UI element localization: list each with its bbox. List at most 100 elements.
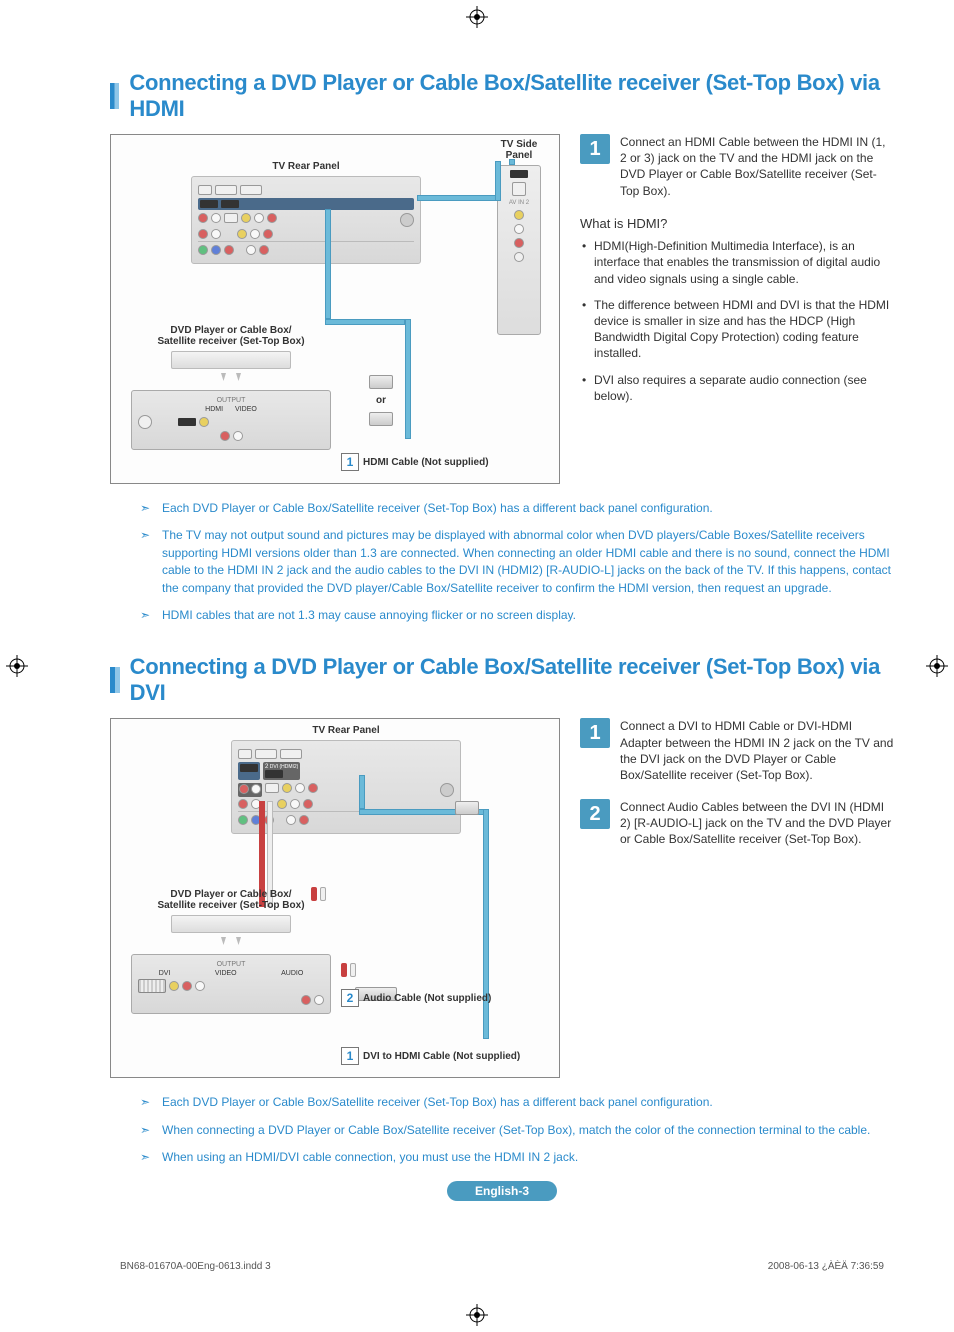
note-item: Each DVD Player or Cable Box/Satellite r… <box>140 500 894 517</box>
callout-text: Audio Cable (Not supplied) <box>363 993 491 1004</box>
port-icon <box>514 224 524 234</box>
section-heading: Connecting a DVD Player or Cable Box/Sat… <box>110 70 894 122</box>
port-icon <box>254 213 264 223</box>
callout-number: 2 <box>341 989 359 1007</box>
hdmi-connector-icon <box>455 801 479 815</box>
tv-rear-panel-label: TV Rear Panel <box>191 161 421 172</box>
down-arrows-icon <box>211 937 251 949</box>
port-icon <box>280 749 302 759</box>
port-icon <box>514 238 524 248</box>
down-arrows-icon <box>211 373 251 385</box>
port-icon <box>211 245 221 255</box>
port-icon <box>286 815 296 825</box>
port-icon <box>138 415 152 429</box>
diagram-callout: 1 HDMI Cable (Not supplied) <box>341 453 489 471</box>
note-item: Each DVD Player or Cable Box/Satellite r… <box>140 1094 894 1111</box>
step-block: 2 Connect Audio Cables between the DVI I… <box>580 799 894 848</box>
port-icon <box>238 749 252 759</box>
hdmi-port-icon <box>510 170 528 178</box>
port-icon <box>169 981 179 991</box>
section2-notes: Each DVD Player or Cable Box/Satellite r… <box>140 1094 894 1166</box>
step-text: Connect a DVI to HDMI Cable or DVI-HDMI … <box>620 718 894 783</box>
port-icon <box>233 431 243 441</box>
hdmi-connector-icon <box>369 412 393 426</box>
step-number-badge: 1 <box>580 134 610 164</box>
port-icon <box>211 229 221 239</box>
port-icon <box>238 815 248 825</box>
port-icon <box>198 213 208 223</box>
section1-layout: TV Side Panel AV IN 2 TV Rear Panel <box>110 134 894 484</box>
port-icon <box>277 799 287 809</box>
hdmi-cable-icon <box>325 319 405 325</box>
list-item: HDMI(High-Definition Multimedia Interfac… <box>594 238 894 287</box>
note-item: HDMI cables that are not 1.3 may cause a… <box>140 607 894 624</box>
device-label-line1: DVD Player or Cable Box/ <box>170 889 291 900</box>
hdmi-port-icon <box>178 418 196 426</box>
hdmi-port-icon <box>265 770 283 778</box>
port-icon <box>308 783 318 793</box>
footer-filename: BN68-01670A-00Eng-0613.indd 3 <box>120 1261 271 1272</box>
port-icon <box>290 799 300 809</box>
callout-text: HDMI Cable (Not supplied) <box>363 457 489 468</box>
port-icon <box>198 185 212 195</box>
section2-layout: TV Rear Panel 2 DVI (HDMI2) <box>110 718 894 1078</box>
port-icon <box>198 245 208 255</box>
port-icon <box>240 185 262 195</box>
callout-number: 1 <box>341 1047 359 1065</box>
port-icon <box>238 799 248 809</box>
tv-rear-panel <box>191 176 421 264</box>
port-icon <box>295 783 305 793</box>
port-icon <box>512 182 526 196</box>
port-icon <box>301 995 311 1005</box>
section-heading: Connecting a DVD Player or Cable Box/Sat… <box>110 654 894 706</box>
hdmi-cable-icon <box>495 161 501 201</box>
footer-timestamp: 2008-06-13 ¿ÀÈÄ 7:36:59 <box>768 1261 884 1272</box>
port-icon <box>211 213 221 223</box>
port-icon <box>250 229 260 239</box>
heading-bar-icon <box>110 667 120 693</box>
hdmi-connector-icon <box>369 375 393 389</box>
port-icon <box>220 431 230 441</box>
note-item: When connecting a DVD Player or Cable Bo… <box>140 1122 894 1139</box>
or-label: or <box>376 395 386 406</box>
page-footer: BN68-01670A-00Eng-0613.indd 3 2008-06-13… <box>110 1261 894 1272</box>
port-icon <box>239 784 249 794</box>
device-label-line2: Satellite receiver (Set-Top Box) <box>157 900 304 911</box>
device-label: DVD Player or Cable Box/ Satellite recei… <box>131 889 331 911</box>
port-icon <box>199 417 209 427</box>
step-text: Connect Audio Cables between the DVI IN … <box>620 799 894 848</box>
page-language-badge: English-3 <box>447 1181 557 1201</box>
port-icon <box>314 995 324 1005</box>
port-icon <box>182 981 192 991</box>
diagram-callout: 2 Audio Cable (Not supplied) <box>341 989 491 1007</box>
port-icon <box>265 783 279 793</box>
port-icon <box>303 799 313 809</box>
port-icon <box>255 749 277 759</box>
tv-rear-panel-label: TV Rear Panel <box>231 725 461 736</box>
hdmi-cable-icon <box>509 159 515 165</box>
tv-side-panel: AV IN 2 <box>497 165 541 335</box>
port-icon <box>241 213 251 223</box>
heading-bar-icon <box>110 83 119 109</box>
port-icon <box>215 185 237 195</box>
note-item: When using an HDMI/DVI cable connection,… <box>140 1149 894 1166</box>
device-label: DVD Player or Cable Box/ Satellite recei… <box>131 325 331 347</box>
note-item: The TV may not output sound and pictures… <box>140 527 894 597</box>
section1-right-column: 1 Connect an HDMI Cable between the HDMI… <box>580 134 894 414</box>
port-icon <box>263 229 273 239</box>
hdmi-connection-diagram: TV Side Panel AV IN 2 TV Rear Panel <box>110 134 560 484</box>
tv-side-panel-label: TV Side Panel <box>489 139 549 161</box>
callout-number: 1 <box>341 453 359 471</box>
device-label-line2: Satellite receiver (Set-Top Box) <box>157 336 304 347</box>
hdmi-port-icon <box>221 200 239 208</box>
heading-text: Connecting a DVD Player or Cable Box/Sat… <box>130 654 894 706</box>
hdmi-cable-icon <box>417 195 501 201</box>
dvd-player-icon <box>171 351 291 369</box>
dvi-port-icon <box>138 979 166 993</box>
section1-notes: Each DVD Player or Cable Box/Satellite r… <box>140 500 894 624</box>
hdmi-port-icon <box>240 764 258 772</box>
dvd-player-icon <box>171 915 291 933</box>
port-icon <box>299 815 309 825</box>
port-icon <box>246 245 256 255</box>
device-rear-panel: OUTPUT HDMIVIDEO <box>131 390 331 450</box>
